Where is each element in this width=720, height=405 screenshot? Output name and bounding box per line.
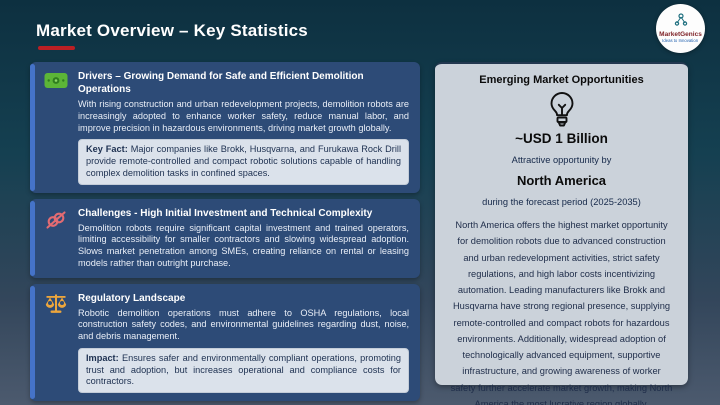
network-logo-icon — [674, 13, 688, 31]
key-fact-text: Major companies like Brokk, Husqvarna, a… — [86, 144, 401, 178]
page-title: Market Overview – Key Statistics — [36, 21, 308, 40]
emerging-opportunities-panel: Emerging Market Opportunities ~USD 1 Bil… — [435, 62, 688, 405]
card-title: Drivers – Growing Demand for Safe and Ef… — [78, 71, 364, 95]
logo-name: MarketGenics — [659, 30, 702, 38]
card-accent-bar — [30, 200, 35, 276]
card-accent-bar — [30, 285, 35, 400]
panel-title: Emerging Market Opportunities — [479, 74, 644, 86]
card-title: Challenges - High Initial Investment and… — [78, 207, 373, 219]
opportunity-value: ~USD 1 Billion — [515, 131, 608, 146]
impact-label: Impact: — [86, 352, 119, 363]
card-accent-bar — [30, 64, 35, 191]
card-regulatory: Regulatory Landscape Robotic demolition … — [30, 283, 420, 402]
left-card-column: Drivers – Growing Demand for Safe and Ef… — [30, 62, 420, 402]
opportunity-region: North America — [516, 173, 607, 188]
key-fact-label: Key Fact: — [86, 144, 128, 155]
logo-tagline: Ideas to Innovation — [662, 38, 699, 44]
impact-box: Impact: Ensures safer and environmentall… — [78, 347, 409, 394]
card-body: Demolition robots require significant ca… — [78, 222, 409, 268]
card-challenges: Challenges - High Initial Investment and… — [30, 198, 420, 278]
opportunity-description: North America offers the highest market … — [450, 220, 673, 405]
company-logo: MarketGenics Ideas to Innovation — [656, 4, 705, 53]
opportunity-period: during the forecast period (2025-2035) — [482, 197, 641, 207]
card-body: With rising construction and urban redev… — [78, 99, 409, 133]
title-underline — [38, 46, 75, 50]
card-body: Robotic demolition operations must adher… — [78, 307, 409, 342]
key-fact-box: Key Fact: Major companies like Brokk, Hu… — [78, 139, 409, 185]
card-title: Regulatory Landscape — [78, 292, 186, 304]
banknote-icon — [43, 71, 69, 97]
lightbulb-icon — [548, 91, 576, 129]
impact-text: Ensures safer and environmentally compli… — [86, 352, 401, 387]
scales-icon — [43, 293, 69, 319]
opportunity-subtitle: Attractive opportunity by — [511, 155, 612, 165]
card-drivers: Drivers – Growing Demand for Safe and Ef… — [30, 62, 420, 193]
broken-link-icon — [43, 208, 69, 234]
